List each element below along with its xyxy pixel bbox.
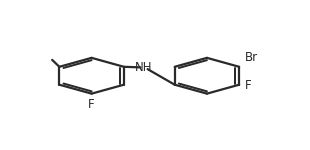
Text: F: F — [245, 79, 251, 92]
Text: F: F — [88, 98, 95, 111]
Text: Br: Br — [245, 51, 258, 64]
Text: NH: NH — [135, 61, 152, 74]
